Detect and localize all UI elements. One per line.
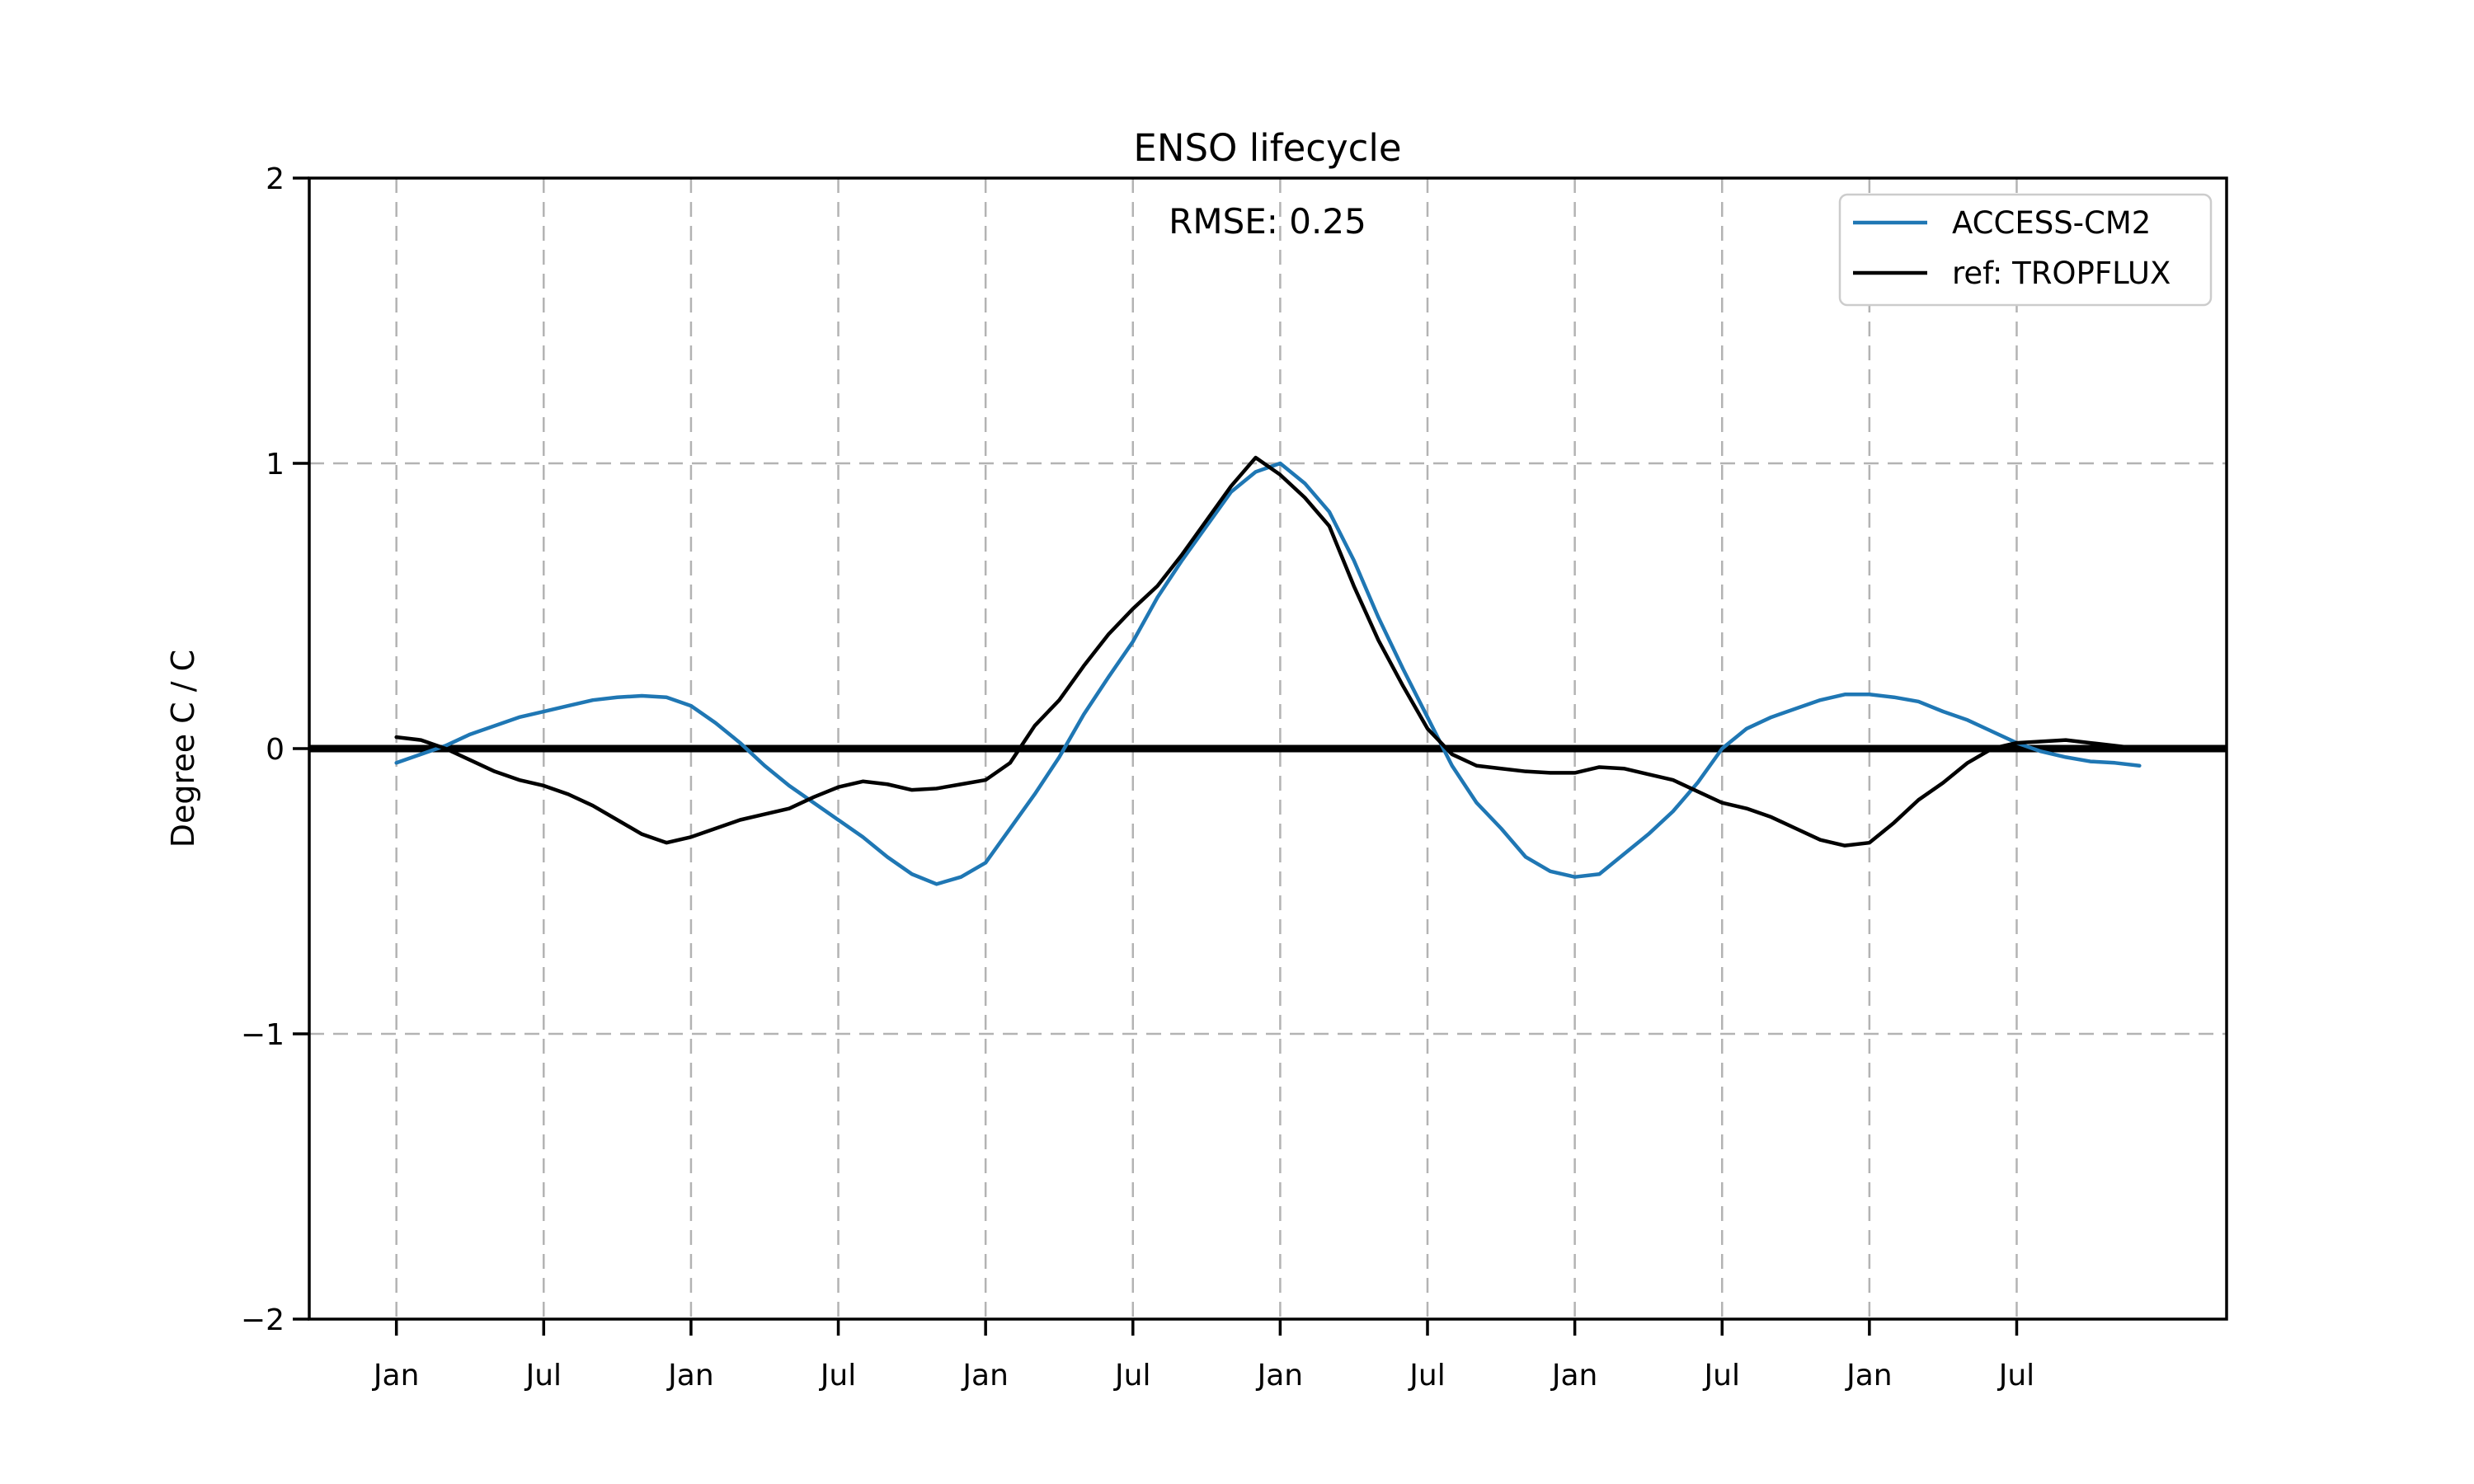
x-tick-label: Jan: [961, 1359, 1009, 1392]
x-tick-label: Jan: [1256, 1359, 1304, 1392]
x-tick-label: Jul: [524, 1359, 562, 1392]
y-tick-label: 2: [266, 162, 285, 196]
data-series-lines: [394, 455, 2142, 886]
axis-ticks: [293, 176, 2019, 1336]
gridlines: [309, 178, 2227, 1319]
rmse-annotation: RMSE: 0.25: [1169, 201, 1366, 242]
x-tick-label: Jul: [1408, 1359, 1445, 1392]
chart-title: ENSO lifecycle: [1133, 126, 1401, 170]
legend-label-model: ACCESS-CM2: [1952, 205, 2151, 241]
y-tick-label: −2: [241, 1303, 285, 1337]
legend: ACCESS-CM2 ref: TROPFLUX: [1838, 193, 2213, 307]
legend-box: [1838, 193, 2213, 307]
x-tick-label: Jan: [372, 1359, 420, 1392]
y-tick-label: −1: [241, 1018, 285, 1052]
legend-label-ref: ref: TROPFLUX: [1952, 256, 2171, 291]
x-tick-label: Jan: [666, 1359, 714, 1392]
y-axis-label: Degree C / C: [165, 650, 201, 848]
axis-tick-labels: Jan Jul Jan Jul Jan Jul Jan Jul Jan Jul Jan Jul 2 1 0 −…: [241, 162, 2034, 1392]
x-tick-label: Jul: [819, 1359, 856, 1392]
x-tick-label: Jul: [1113, 1359, 1150, 1392]
x-tick-label: Jan: [1550, 1359, 1598, 1392]
x-tick-label: Jan: [1845, 1359, 1893, 1392]
y-tick-label: 1: [266, 448, 285, 481]
x-tick-label: Jul: [1703, 1359, 1740, 1392]
y-tick-label: 0: [266, 733, 285, 767]
series-line-ref-tropflux: [394, 455, 2142, 848]
x-tick-label: Jul: [1997, 1359, 2034, 1392]
series-line-access-cm2: [394, 461, 2142, 886]
